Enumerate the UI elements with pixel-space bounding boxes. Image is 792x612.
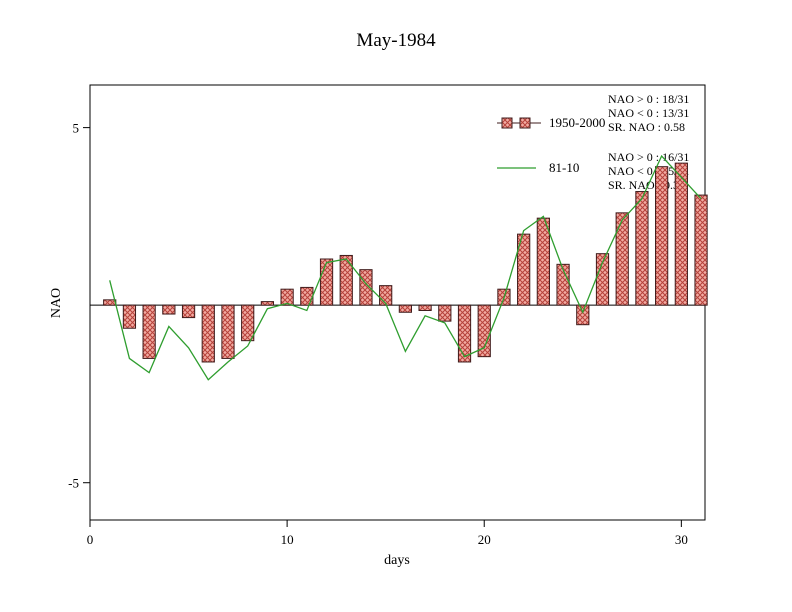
bar-day-6 — [201, 304, 215, 363]
bar-series-1950-2000 — [103, 162, 708, 363]
annotation-line: NAO < 0 : 15/31 — [608, 164, 689, 178]
bar-day-7 — [221, 304, 235, 359]
bar-day-2 — [122, 304, 137, 329]
bar-day-30 — [674, 162, 688, 306]
bar-day-15 — [379, 285, 393, 306]
annotation-line: SR. NAO : 0.58 — [608, 120, 685, 134]
bar-day-11 — [300, 286, 314, 306]
legend-label-1950-2000: 1950-2000 — [549, 115, 605, 130]
bar-day-23 — [536, 217, 550, 306]
legend-label-81-10: 81-10 — [549, 160, 579, 175]
chart-title: May-1984 — [356, 30, 436, 51]
legend: 1950-2000 81-10 — [497, 115, 605, 175]
y-axis-label: NAO — [49, 288, 64, 318]
bar-day-1 — [103, 299, 117, 306]
x-tick-label: 0 — [87, 532, 94, 547]
bar-day-17 — [418, 304, 432, 311]
x-axis-label: days — [384, 553, 410, 568]
y-tick-label: -5 — [68, 476, 79, 491]
bar-day-19 — [457, 304, 472, 363]
legend-bar-swatch — [519, 117, 531, 129]
x-tick-label: 10 — [281, 532, 294, 547]
annotation-line: NAO > 0 : 18/31 — [608, 92, 689, 106]
bar-day-28 — [635, 191, 649, 306]
bar-day-25 — [576, 304, 590, 326]
bar-day-22 — [517, 233, 531, 306]
annotation-line: NAO > 0 : 16/31 — [608, 150, 689, 164]
annotation-line: NAO < 0 : 13/31 — [608, 106, 689, 120]
x-tick-label: 20 — [478, 532, 491, 547]
bar-day-16 — [398, 304, 412, 313]
bar-day-29 — [655, 166, 669, 306]
bar-day-5 — [181, 304, 196, 319]
bar-day-13 — [339, 254, 353, 306]
bar-day-8 — [241, 304, 255, 342]
legend-bar-swatch — [501, 117, 513, 129]
bar-day-10 — [280, 288, 294, 306]
y-tick-label: 5 — [73, 121, 80, 136]
bar-day-4 — [162, 304, 176, 315]
line-81-10 — [109, 154, 702, 381]
bar-day-24 — [556, 263, 570, 306]
line-series-81-10 — [109, 154, 702, 381]
axis-ticks-group: 0 10 20 30 -5 5 — [68, 121, 688, 547]
annotation-block-1950-2000: NAO > 0 : 18/31 NAO < 0 : 13/31 SR. NAO … — [608, 92, 689, 134]
bar-day-12 — [319, 258, 334, 306]
bar-day-14 — [359, 269, 373, 306]
bar-day-9 — [260, 301, 275, 306]
x-tick-label: 30 — [675, 532, 688, 547]
bar-day-20 — [477, 304, 491, 358]
bar-day-3 — [142, 304, 156, 359]
bar-day-27 — [615, 212, 629, 306]
bar-day-18 — [438, 304, 452, 322]
bar-day-31 — [694, 194, 708, 306]
